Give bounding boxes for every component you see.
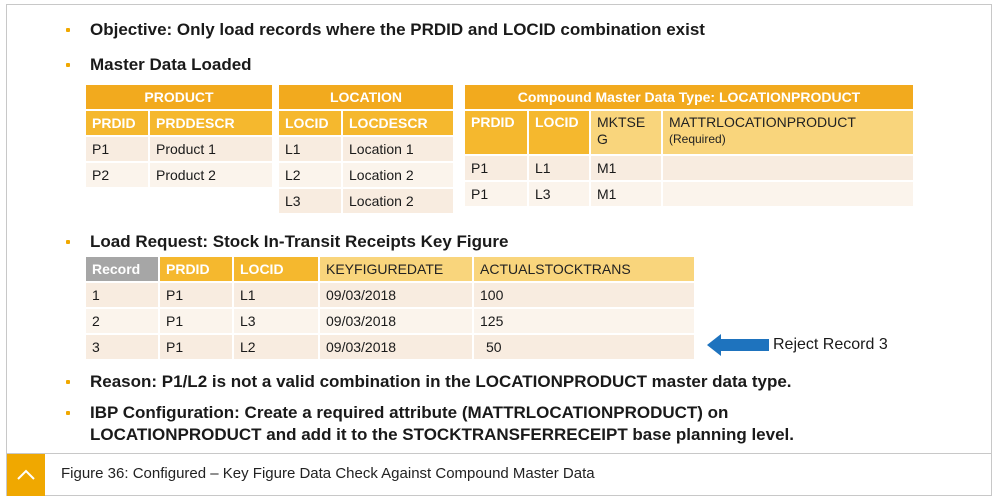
reject-record-label: Reject Record 3 — [773, 336, 888, 353]
table-cell: 2 — [86, 309, 158, 333]
table-cell: 09/03/2018 — [320, 309, 472, 333]
load-request-text: Load Request: Stock In-Transit Receipts … — [90, 232, 509, 251]
reason-text: Reason: P1/L2 is not a valid combination… — [90, 372, 792, 391]
load-header-actualstocktrans: ACTUALSTOCKTRANS — [474, 257, 694, 281]
load-header-record: Record — [86, 257, 158, 281]
table-cell: Product 2 — [150, 163, 272, 187]
bullet-dot — [66, 240, 70, 244]
table-row: L2 Location 2 — [279, 163, 453, 187]
table-cell: Location 2 — [343, 163, 453, 187]
table-cell: 3 — [86, 335, 158, 359]
table-cell: L2 — [234, 335, 318, 359]
figure-caption: Figure 36: Configured – Key Figure Data … — [61, 465, 595, 482]
load-header-prdid: PRDID — [160, 257, 232, 281]
configuration-text-line2: LOCATIONPRODUCT and add it to the STOCKT… — [90, 425, 794, 444]
product-table: PRODUCT PRDID PRDDESCR P1 Product 1 P2 P… — [84, 83, 274, 189]
table-cell: L3 — [234, 309, 318, 333]
table-cell: Location 2 — [343, 189, 453, 213]
table-cell: 09/03/2018 — [320, 283, 472, 307]
load-request-table: Record PRDID LOCID KEYFIGUREDATE ACTUALS… — [84, 255, 696, 361]
bullet-dot — [66, 380, 70, 384]
table-cell: P1 — [86, 137, 148, 161]
table-row: L3 Location 2 — [279, 189, 453, 213]
figure-caption-bar: Figure 36: Configured – Key Figure Data … — [7, 453, 991, 496]
product-table-title: PRODUCT — [86, 85, 272, 109]
caption-toggle-button[interactable] — [7, 454, 45, 496]
objective-text: Objective: Only load records where the P… — [90, 20, 705, 39]
table-cell: P2 — [86, 163, 148, 187]
compound-header-required: (Required) — [669, 132, 726, 146]
table-cell: P1 — [465, 182, 527, 206]
compound-header-mattr-label: MATTRLOCATIONPRODUCT — [669, 114, 856, 130]
location-header-locdescr: LOCDESCR — [343, 111, 453, 135]
load-header-locid: LOCID — [234, 257, 318, 281]
bullet-master-data: Master Data Loaded — [66, 54, 252, 76]
table-cell: 1 — [86, 283, 158, 307]
slide: Objective: Only load records where the P… — [7, 5, 991, 453]
table-cell: 125 — [474, 309, 694, 333]
bullet-dot — [66, 28, 70, 32]
figure-frame: Objective: Only load records where the P… — [6, 4, 992, 496]
table-row: 3 P1 L2 09/03/2018 50 — [86, 335, 694, 359]
table-row: P1 L1 M1 — [465, 156, 913, 180]
product-header-prddescr: PRDDESCR — [150, 111, 272, 135]
table-cell — [663, 156, 913, 180]
compound-header-mktseg: MKTSE G — [591, 111, 661, 154]
table-row: 2 P1 L3 09/03/2018 125 — [86, 309, 694, 333]
table-row: P1 L3 M1 — [465, 182, 913, 206]
table-cell: P1 — [160, 309, 232, 333]
table-cell: 100 — [474, 283, 694, 307]
configuration-text-line1: IBP Configuration: Create a required att… — [90, 403, 729, 422]
compound-header-mattr: MATTRLOCATIONPRODUCT (Required) — [663, 111, 913, 154]
location-header-locid: LOCID — [279, 111, 341, 135]
table-cell: L1 — [279, 137, 341, 161]
compound-table-title: Compound Master Data Type: LOCATIONPRODU… — [465, 85, 913, 109]
table-row: L1 Location 1 — [279, 137, 453, 161]
bullet-configuration: IBP Configuration: Create a required att… — [66, 402, 794, 446]
table-cell: P1 — [160, 283, 232, 307]
compound-table: Compound Master Data Type: LOCATIONPRODU… — [463, 83, 915, 208]
table-row: P1 Product 1 — [86, 137, 272, 161]
chevron-up-icon — [17, 469, 35, 480]
table-cell: L3 — [529, 182, 589, 206]
table-cell: L3 — [279, 189, 341, 213]
table-cell: L1 — [234, 283, 318, 307]
compound-header-locid: LOCID — [529, 111, 589, 154]
table-cell — [663, 182, 913, 206]
load-header-keyfiguredate: KEYFIGUREDATE — [320, 257, 472, 281]
master-data-text: Master Data Loaded — [90, 55, 252, 74]
location-table: LOCATION LOCID LOCDESCR L1 Location 1 L2… — [277, 83, 455, 215]
table-cell: 09/03/2018 — [320, 335, 472, 359]
table-cell: 50 — [474, 335, 694, 359]
bullet-dot — [66, 411, 70, 415]
table-row: P2 Product 2 — [86, 163, 272, 187]
bullet-reason: Reason: P1/L2 is not a valid combination… — [66, 371, 792, 393]
compound-header-prdid: PRDID — [465, 111, 527, 154]
table-cell: Product 1 — [150, 137, 272, 161]
table-cell: M1 — [591, 182, 661, 206]
table-row: 1 P1 L1 09/03/2018 100 — [86, 283, 694, 307]
table-cell: L1 — [529, 156, 589, 180]
bullet-dot — [66, 63, 70, 67]
bullet-objective: Objective: Only load records where the P… — [66, 19, 705, 41]
bullet-load-request: Load Request: Stock In-Transit Receipts … — [66, 231, 509, 253]
table-cell: P1 — [465, 156, 527, 180]
product-header-prdid: PRDID — [86, 111, 148, 135]
location-table-title: LOCATION — [279, 85, 453, 109]
table-cell: L2 — [279, 163, 341, 187]
compound-header-mktseg-line1: MKTSE — [597, 114, 646, 130]
table-cell: Location 1 — [343, 137, 453, 161]
table-cell: M1 — [591, 156, 661, 180]
compound-header-mktseg-line2: G — [597, 131, 608, 147]
left-arrow-icon — [707, 333, 769, 357]
table-cell: P1 — [160, 335, 232, 359]
